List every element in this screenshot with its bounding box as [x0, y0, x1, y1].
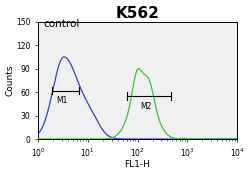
- Text: M2: M2: [140, 102, 152, 111]
- Y-axis label: Counts: Counts: [6, 65, 15, 96]
- Text: M1: M1: [56, 96, 67, 105]
- Text: control: control: [43, 19, 80, 29]
- X-axis label: FL1-H: FL1-H: [124, 160, 150, 169]
- Title: K562: K562: [116, 6, 160, 20]
